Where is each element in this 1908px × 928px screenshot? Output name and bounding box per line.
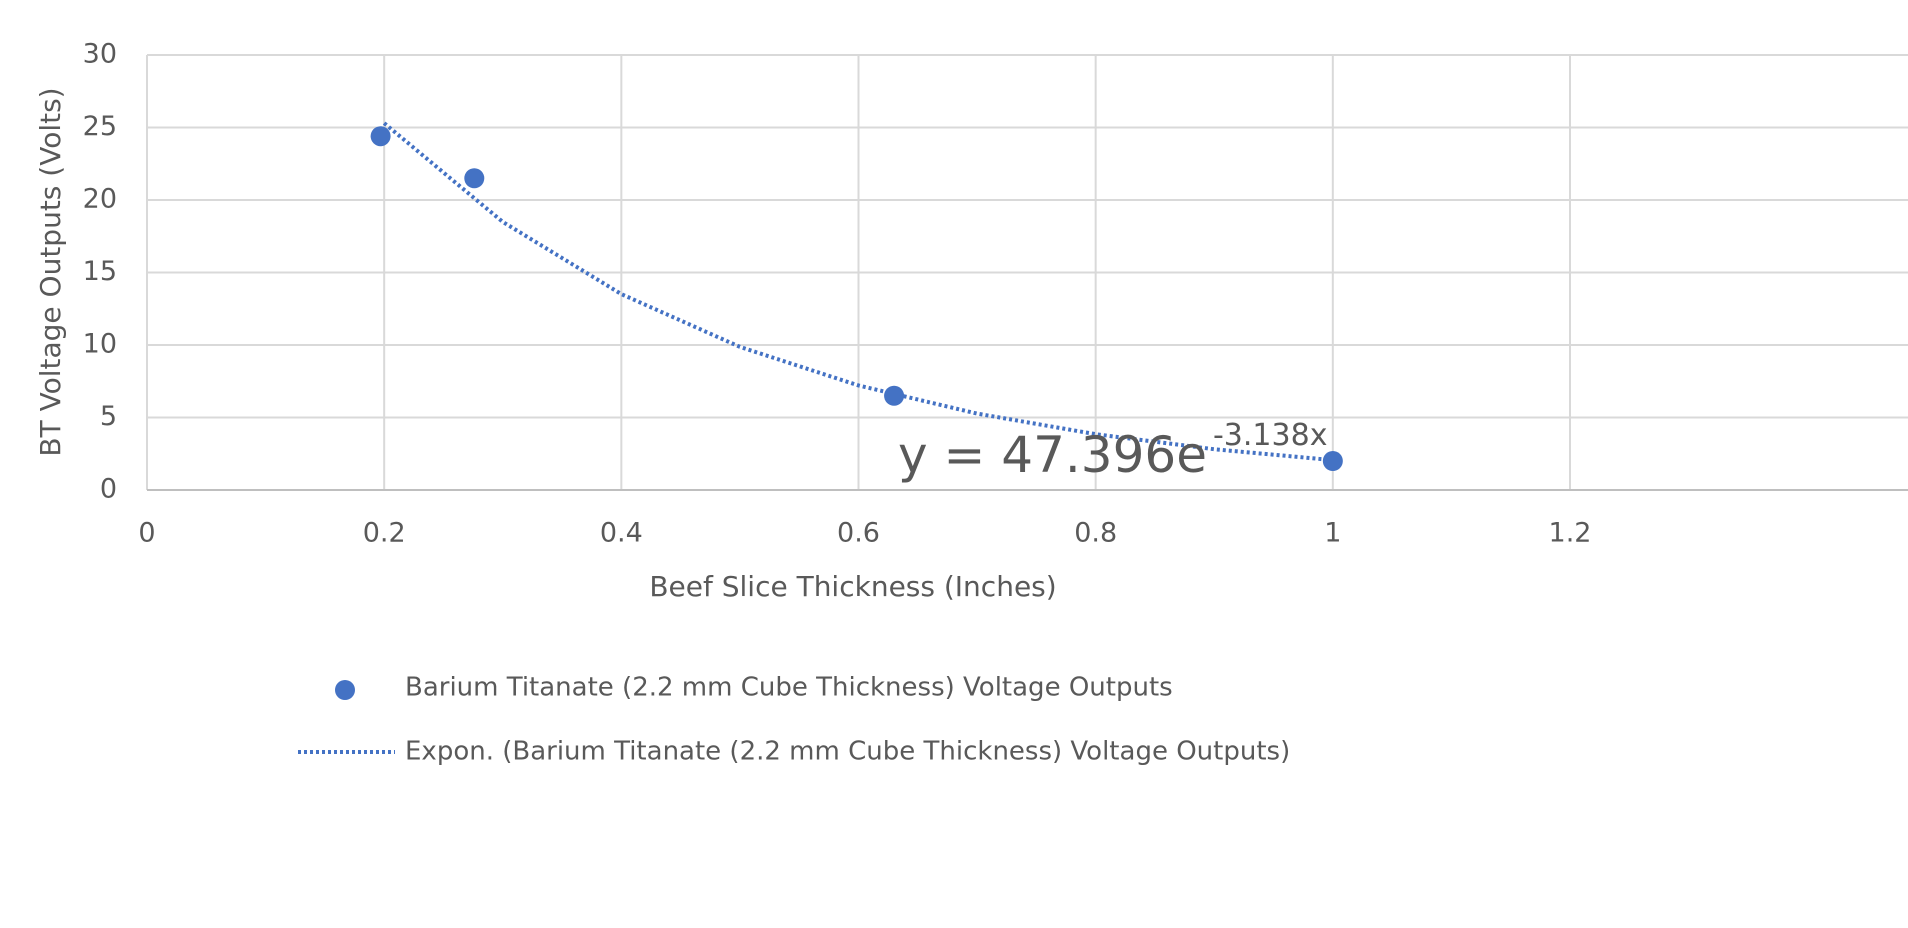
- data-point: [464, 168, 485, 189]
- equation-exponent: -3.138x: [1213, 418, 1327, 453]
- x-tick-label: 0.8: [1074, 518, 1117, 549]
- data-point: [884, 385, 905, 406]
- y-tick-label: 15: [83, 256, 117, 287]
- x-axis-label: Beef Slice Thickness (Inches): [649, 570, 1056, 603]
- y-tick-label: 25: [83, 111, 117, 142]
- legend-marker: [335, 680, 355, 700]
- y-tick-label: 20: [83, 184, 117, 215]
- x-tick-label: 0.2: [363, 518, 406, 549]
- legend-label: Expon. (Barium Titanate (2.2 mm Cube Thi…: [405, 737, 1290, 767]
- x-tick-label: 1.2: [1549, 518, 1592, 549]
- x-tick-label: 0.6: [837, 518, 880, 549]
- y-tick-label: 30: [83, 39, 117, 70]
- legend-label: Barium Titanate (2.2 mm Cube Thickness) …: [405, 673, 1173, 703]
- trendline: [382, 121, 1334, 463]
- equation: y = 47.396e -3.138x: [898, 418, 1327, 484]
- data-point: [370, 126, 391, 147]
- equation-base: y = 47.396e: [898, 426, 1207, 484]
- data-point: [1322, 451, 1343, 471]
- y-axis-label: BT Voltage Outputs (Volts): [34, 87, 67, 456]
- y-tick-label: 5: [100, 401, 117, 432]
- y-tick-label: 10: [83, 329, 117, 360]
- x-tick-label: 1: [1324, 518, 1341, 549]
- y-tick-label: 0: [100, 474, 117, 505]
- x-tick-label: 0: [138, 518, 155, 549]
- x-tick-label: 0.4: [600, 518, 643, 549]
